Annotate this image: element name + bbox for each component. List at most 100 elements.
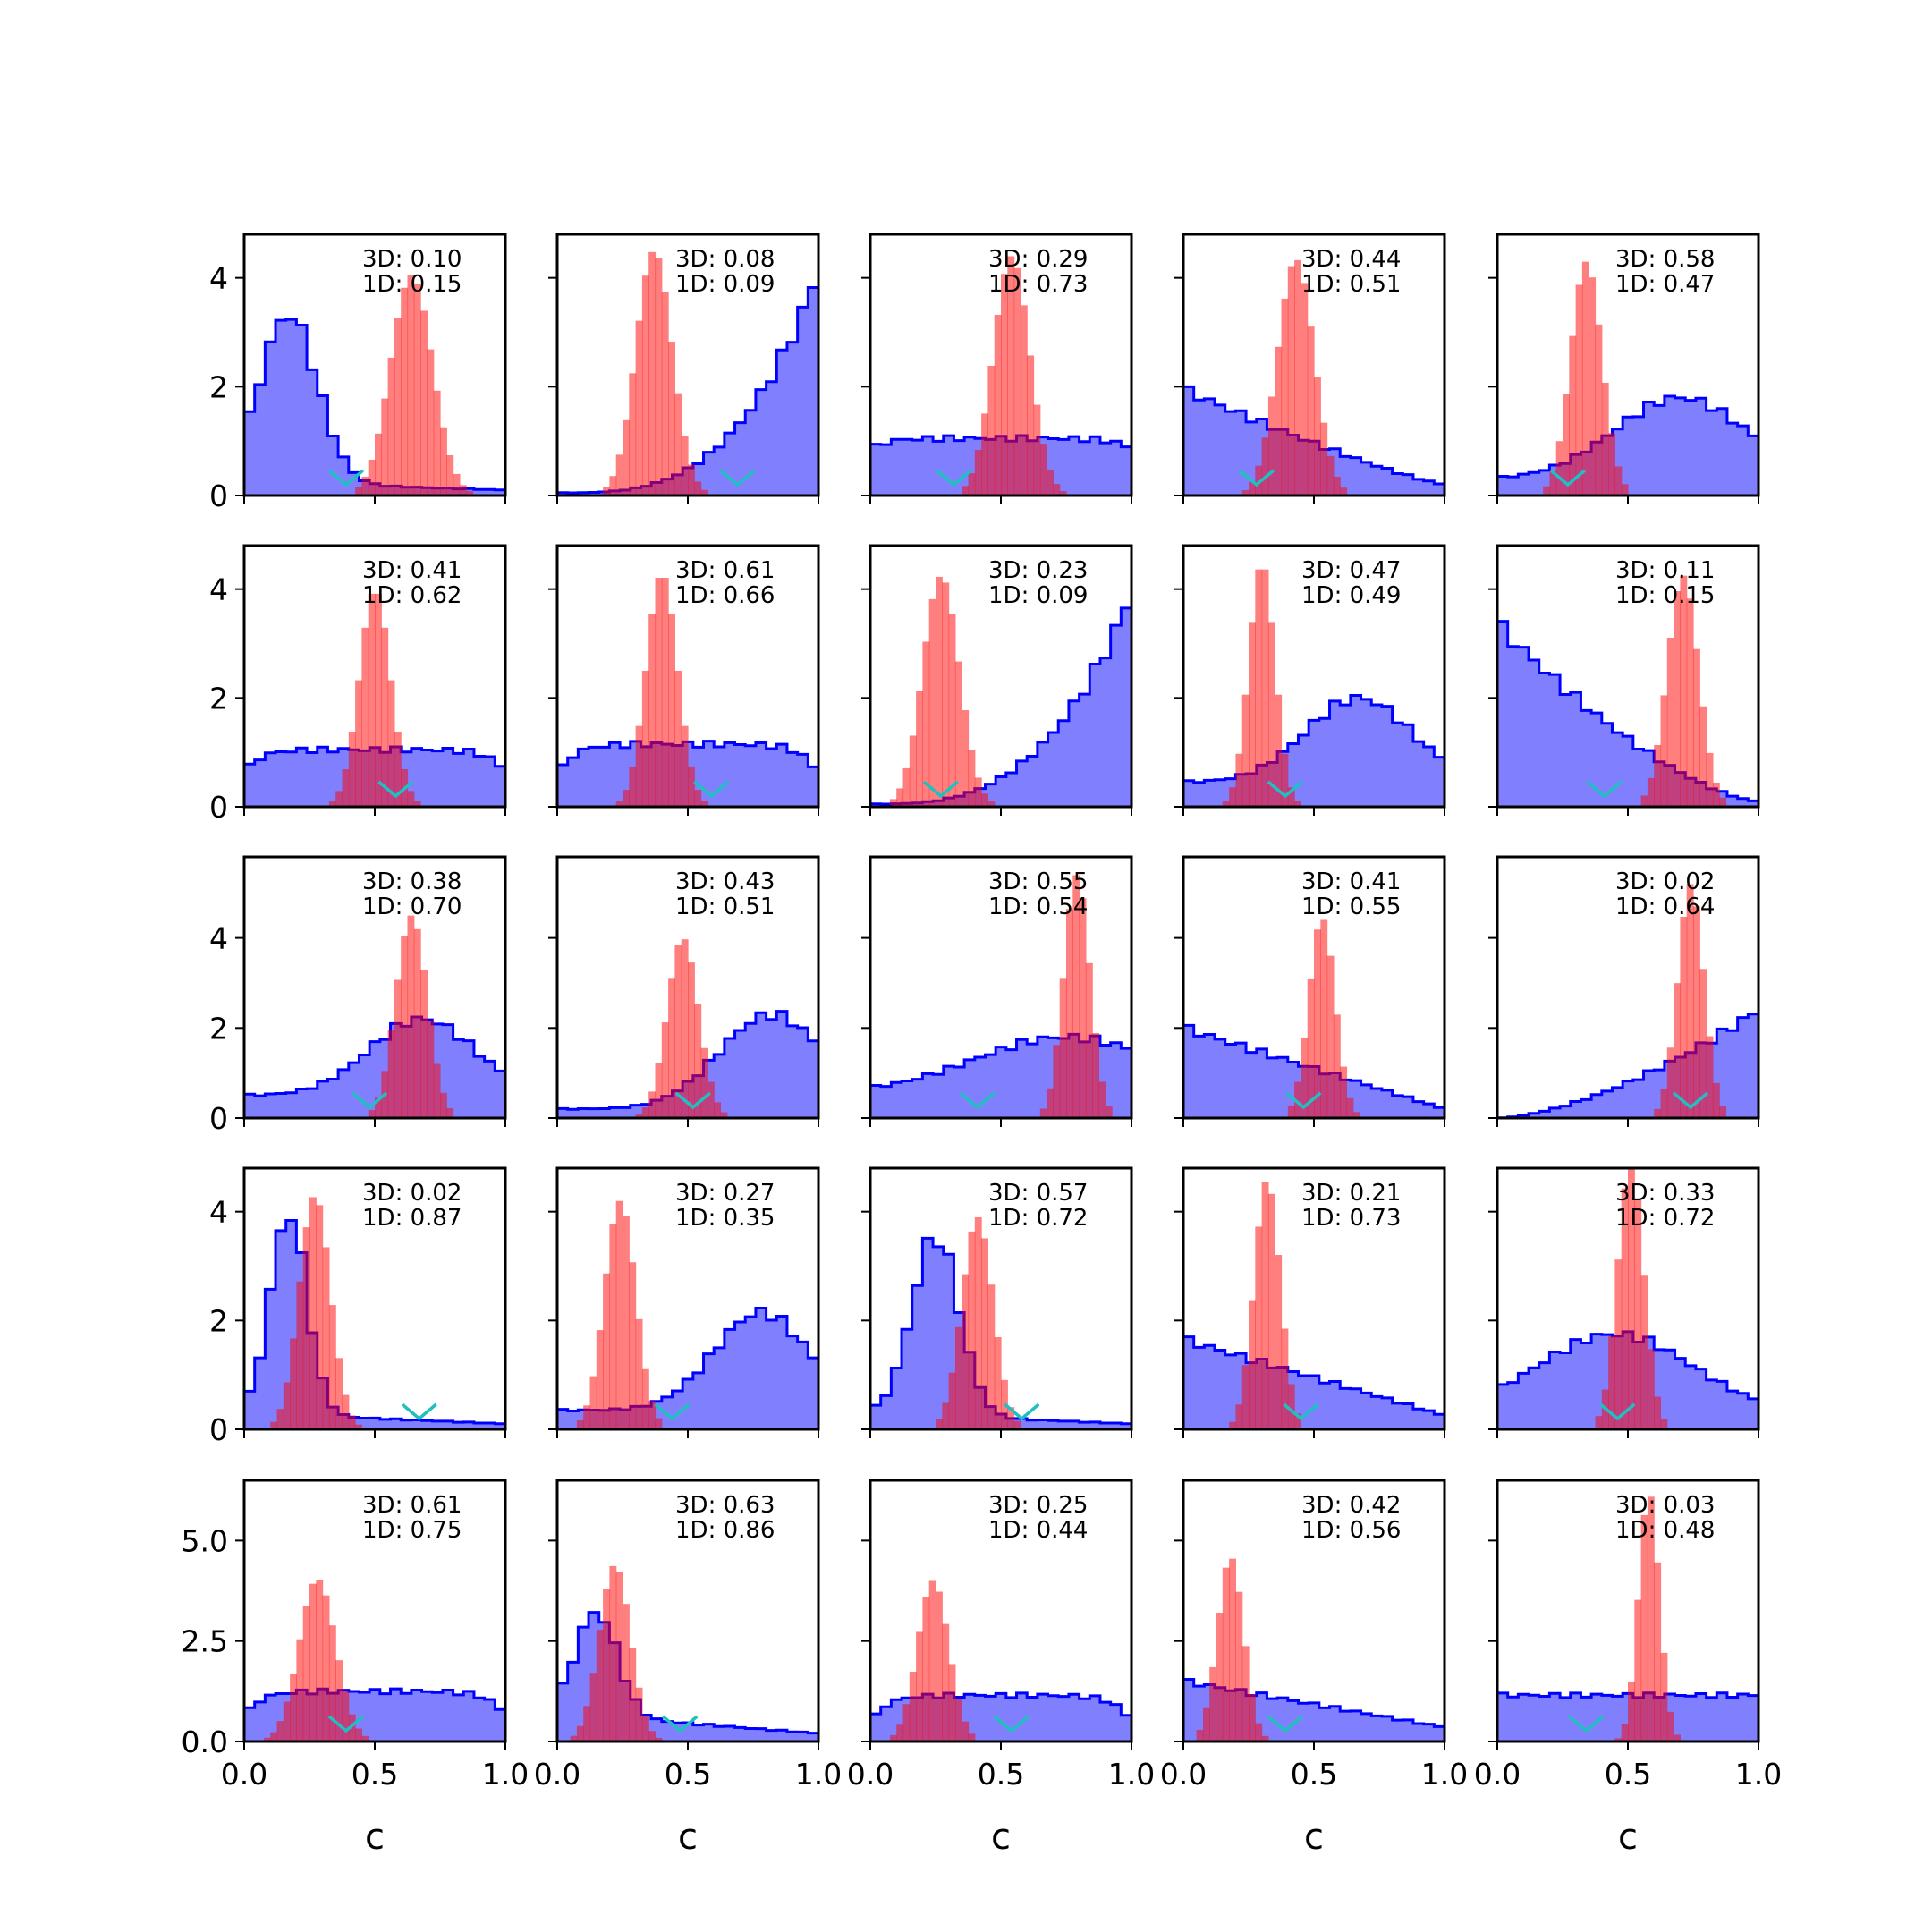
- red-bar: [1020, 305, 1028, 496]
- red-bar: [453, 473, 461, 496]
- red-bar: [1621, 484, 1629, 496]
- blue-histogram-fill: [244, 319, 505, 496]
- red-bar: [668, 342, 675, 496]
- plot-area: [1497, 575, 1758, 807]
- red-bar: [1007, 256, 1015, 496]
- label-1d: 1D: 0.51: [675, 894, 775, 920]
- red-bar: [302, 1227, 310, 1429]
- red-bar: [1680, 575, 1688, 807]
- red-bar: [1092, 1032, 1100, 1118]
- red-bar: [635, 1318, 643, 1429]
- red-bar: [668, 978, 675, 1118]
- red-bar: [342, 1394, 350, 1429]
- red-bar: [1287, 266, 1295, 496]
- red-bar: [1549, 470, 1557, 496]
- red-bar: [427, 1020, 435, 1118]
- red-bar: [1255, 465, 1263, 496]
- red-bar: [987, 801, 996, 807]
- red-bar: [1666, 638, 1674, 807]
- blue-histogram-fill: [557, 1308, 818, 1429]
- marker-chevron-icon: [1568, 1715, 1605, 1733]
- red-bar: [335, 791, 343, 807]
- marker-chevron-icon: [922, 780, 959, 799]
- red-bar: [283, 1701, 291, 1741]
- red-bar: [276, 1721, 284, 1741]
- label-1d: 1D: 0.09: [675, 271, 775, 298]
- blue-histogram-step: [1497, 394, 1758, 479]
- red-bar: [1693, 906, 1700, 1118]
- red-bar: [922, 641, 930, 807]
- red-bar: [1261, 1182, 1269, 1429]
- red-bar: [1294, 1413, 1301, 1429]
- red-bar: [1013, 1420, 1021, 1429]
- red-bar: [635, 320, 643, 496]
- red-bar: [1666, 1711, 1674, 1741]
- red-bar: [896, 788, 904, 807]
- red-bar: [1654, 1108, 1662, 1118]
- red-bar: [1581, 261, 1589, 496]
- red-bar: [974, 450, 982, 496]
- red-bar: [1712, 1082, 1720, 1118]
- red-bar: [948, 1664, 956, 1741]
- red-bar: [707, 1081, 715, 1118]
- red-bar: [1674, 1734, 1681, 1741]
- red-bar: [1333, 476, 1341, 496]
- red-bar: [609, 1565, 617, 1741]
- red-bar: [688, 962, 695, 1118]
- red-bar: [1346, 1097, 1354, 1118]
- red-bar: [1674, 983, 1681, 1118]
- red-bar: [1105, 1106, 1113, 1118]
- red-bar: [603, 1273, 610, 1429]
- label-1d: 1D: 0.54: [988, 894, 1088, 920]
- red-bar: [962, 1721, 970, 1741]
- red-bar: [987, 1284, 996, 1429]
- red-bar: [648, 614, 657, 807]
- red-bar: [629, 766, 637, 807]
- red-bar: [1352, 1112, 1360, 1118]
- label-1d: 1D: 0.47: [1615, 271, 1715, 298]
- blue-histogram-step: [244, 1015, 505, 1097]
- label-1d: 1D: 0.70: [362, 894, 462, 920]
- red-bar: [623, 1216, 630, 1429]
- plot-area: [244, 275, 505, 496]
- red-bar: [889, 799, 897, 807]
- red-bar: [942, 1402, 950, 1429]
- red-bar: [1241, 1365, 1250, 1429]
- red-bar: [1706, 752, 1714, 807]
- label-1d: 1D: 0.49: [1301, 582, 1401, 609]
- red-bar: [348, 731, 356, 807]
- red-bar: [688, 766, 695, 807]
- red-bar: [1249, 481, 1256, 496]
- red-bar: [981, 793, 988, 807]
- red-bar: [355, 486, 362, 496]
- red-bar: [968, 1733, 976, 1741]
- red-bar: [570, 1735, 578, 1741]
- y-tick-label: 0.0: [182, 1724, 228, 1759]
- red-bar: [296, 1281, 304, 1429]
- x-tick-label: 0.5: [665, 1757, 711, 1792]
- plot-area: [1183, 259, 1445, 496]
- red-bar: [615, 1572, 623, 1741]
- red-bar: [1209, 1666, 1217, 1741]
- marker-chevron-icon: [401, 1402, 437, 1421]
- red-bar: [1027, 355, 1035, 496]
- x-tick-label: 0.5: [1605, 1757, 1651, 1792]
- red-bar: [936, 576, 943, 807]
- red-bar: [1555, 441, 1563, 496]
- label-3d: 3D: 0.55: [988, 869, 1088, 895]
- red-bar: [589, 1376, 597, 1429]
- blue-histogram-fill: [1183, 695, 1445, 807]
- red-bar: [1608, 433, 1615, 496]
- label-1d: 1D: 0.51: [1301, 271, 1401, 298]
- red-bar: [361, 627, 369, 807]
- blue-histogram-step: [1183, 1335, 1445, 1416]
- red-bar: [641, 1368, 649, 1429]
- label-3d: 3D: 0.10: [362, 246, 462, 273]
- red-bar: [407, 915, 415, 1118]
- red-bar: [1333, 1014, 1341, 1118]
- red-bar: [576, 1419, 584, 1429]
